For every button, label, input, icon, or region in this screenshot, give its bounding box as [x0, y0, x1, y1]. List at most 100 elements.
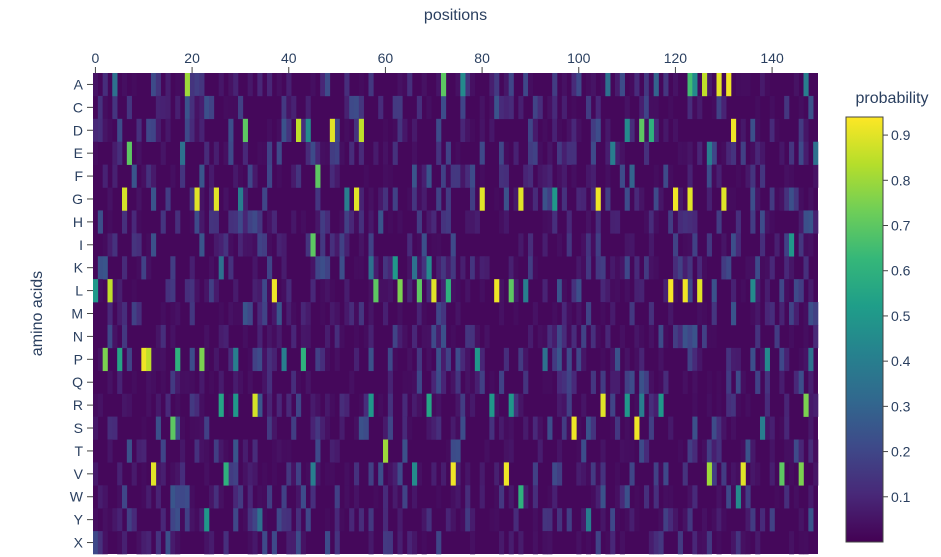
- heatmap-cell-s-112[interactable]: [634, 416, 640, 440]
- heatmap-cell[interactable]: [286, 73, 292, 97]
- heatmap-cell[interactable]: [706, 439, 712, 463]
- heatmap-cell[interactable]: [726, 256, 732, 280]
- heatmap-cell[interactable]: [576, 73, 582, 97]
- heatmap-cell[interactable]: [450, 508, 456, 532]
- heatmap-cell[interactable]: [276, 233, 282, 257]
- heatmap-cell[interactable]: [692, 485, 698, 509]
- heatmap-cell[interactable]: [726, 370, 732, 394]
- heatmap-cell[interactable]: [624, 370, 630, 394]
- heatmap-cell[interactable]: [170, 485, 176, 509]
- heatmap-cell[interactable]: [813, 210, 819, 234]
- heatmap-cell-e-127[interactable]: [706, 141, 712, 165]
- heatmap-cell[interactable]: [151, 164, 157, 188]
- heatmap-cell[interactable]: [228, 302, 234, 326]
- heatmap-cell[interactable]: [605, 531, 611, 555]
- heatmap-cell[interactable]: [682, 508, 688, 532]
- heatmap-cell[interactable]: [755, 302, 761, 326]
- heatmap-cell[interactable]: [586, 73, 592, 97]
- heatmap-cell[interactable]: [658, 347, 664, 372]
- heatmap-cell[interactable]: [421, 73, 427, 97]
- heatmap-cell[interactable]: [291, 416, 297, 440]
- heatmap-cell[interactable]: [387, 370, 393, 394]
- heatmap-cell[interactable]: [252, 164, 258, 188]
- heatmap-cell[interactable]: [697, 256, 703, 280]
- heatmap-cell[interactable]: [151, 233, 157, 257]
- heatmap-cells[interactable]: [93, 73, 819, 555]
- heatmap-cell[interactable]: [711, 141, 717, 165]
- heatmap-cell[interactable]: [358, 187, 364, 211]
- heatmap-cell-d-115[interactable]: [648, 118, 654, 143]
- heatmap-cell[interactable]: [387, 416, 393, 440]
- heatmap-cell[interactable]: [552, 95, 558, 120]
- heatmap-cell[interactable]: [238, 302, 244, 326]
- heatmap-cell[interactable]: [412, 393, 418, 417]
- heatmap-cell[interactable]: [716, 210, 722, 234]
- heatmap-cell[interactable]: [291, 531, 297, 555]
- heatmap-cell[interactable]: [320, 416, 326, 440]
- heatmap-cell[interactable]: [431, 416, 437, 440]
- heatmap-cell[interactable]: [784, 416, 790, 440]
- heatmap-cell[interactable]: [271, 416, 277, 440]
- heatmap-cell[interactable]: [204, 347, 210, 372]
- heatmap-cell[interactable]: [354, 416, 360, 440]
- heatmap-cell[interactable]: [624, 187, 630, 211]
- heatmap-cell[interactable]: [431, 370, 437, 394]
- heatmap-cell[interactable]: [354, 95, 360, 120]
- heatmap-cell[interactable]: [508, 439, 514, 463]
- heatmap-cell-l-83[interactable]: [494, 279, 500, 303]
- heatmap-cell[interactable]: [474, 370, 480, 394]
- heatmap-cell[interactable]: [97, 279, 103, 303]
- heatmap-cell[interactable]: [189, 73, 195, 97]
- heatmap-cell[interactable]: [769, 210, 775, 234]
- heatmap-cell[interactable]: [320, 233, 326, 257]
- heatmap-cell[interactable]: [489, 508, 495, 532]
- heatmap-cell[interactable]: [687, 233, 693, 257]
- heatmap-cell[interactable]: [223, 95, 229, 120]
- heatmap-cell[interactable]: [155, 118, 161, 143]
- heatmap-cell[interactable]: [310, 256, 316, 280]
- heatmap-cell[interactable]: [735, 531, 741, 555]
- heatmap-cell[interactable]: [764, 279, 770, 303]
- heatmap-cell[interactable]: [199, 508, 205, 532]
- heatmap-cell[interactable]: [639, 279, 645, 303]
- heatmap-cell[interactable]: [803, 256, 809, 280]
- heatmap-cell[interactable]: [465, 347, 471, 372]
- heatmap-cell[interactable]: [566, 370, 572, 394]
- heatmap-cell[interactable]: [242, 210, 248, 234]
- heatmap-cell[interactable]: [426, 347, 432, 372]
- heatmap-cell[interactable]: [764, 393, 770, 417]
- heatmap-cell[interactable]: [102, 233, 108, 257]
- heatmap-cell[interactable]: [97, 256, 103, 280]
- heatmap-cell[interactable]: [706, 164, 712, 188]
- heatmap-cell[interactable]: [315, 210, 321, 234]
- heatmap-cell-d-113[interactable]: [639, 118, 645, 143]
- heatmap-cell[interactable]: [750, 462, 756, 486]
- heatmap-cell[interactable]: [789, 531, 795, 555]
- heatmap-cell[interactable]: [431, 462, 437, 486]
- heatmap-cell-p-10[interactable]: [141, 347, 147, 372]
- heatmap-cell[interactable]: [808, 233, 814, 257]
- heatmap-cell[interactable]: [605, 164, 611, 188]
- heatmap-cell-r-117[interactable]: [658, 393, 664, 417]
- heatmap-cell[interactable]: [349, 141, 355, 165]
- heatmap-cell[interactable]: [223, 439, 229, 463]
- heatmap-cell-y-102[interactable]: [586, 508, 592, 532]
- heatmap-cell[interactable]: [677, 210, 683, 234]
- heatmap-cell[interactable]: [436, 73, 442, 97]
- heatmap-cell[interactable]: [349, 302, 355, 326]
- heatmap-cell[interactable]: [383, 187, 389, 211]
- heatmap-cell[interactable]: [547, 141, 553, 165]
- heatmap-cell[interactable]: [692, 324, 698, 349]
- heatmap-cell[interactable]: [305, 462, 311, 486]
- heatmap-cell[interactable]: [426, 95, 432, 120]
- heatmap-cell[interactable]: [721, 233, 727, 257]
- heatmap-cell[interactable]: [107, 210, 113, 234]
- heatmap-cell[interactable]: [151, 118, 157, 143]
- heatmap-cell[interactable]: [175, 210, 181, 234]
- heatmap-cell[interactable]: [760, 256, 766, 280]
- heatmap-cell[interactable]: [711, 324, 717, 349]
- heatmap-cell[interactable]: [774, 485, 780, 509]
- heatmap-cell[interactable]: [687, 256, 693, 280]
- heatmap-cell[interactable]: [663, 164, 669, 188]
- heatmap-cell[interactable]: [286, 439, 292, 463]
